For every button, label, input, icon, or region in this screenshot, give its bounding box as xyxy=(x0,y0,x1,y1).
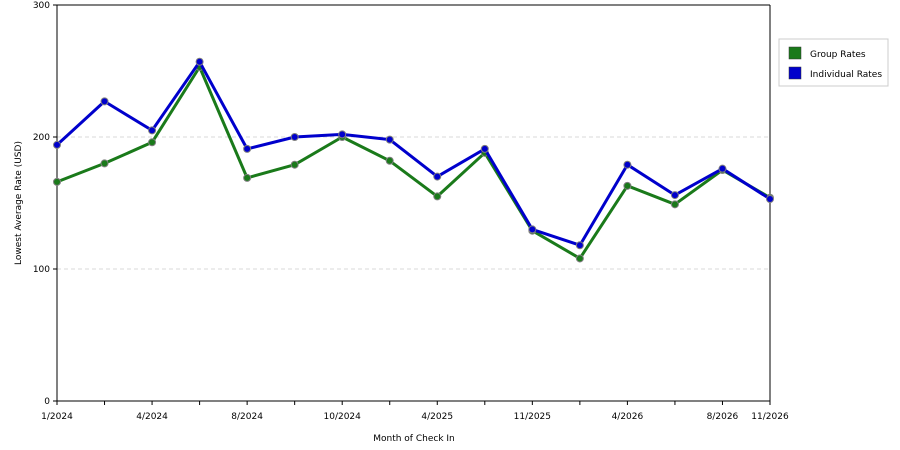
data-point-group-rates xyxy=(290,160,299,169)
x-tick-label: 10/2024 xyxy=(324,412,362,422)
data-point-individual-rates xyxy=(528,225,537,234)
data-point-individual-rates xyxy=(53,140,61,149)
x-tick-label: 11/2025 xyxy=(514,412,551,422)
series-line-group-rates xyxy=(56,65,771,260)
data-point-individual-rates xyxy=(100,97,109,106)
data-point-individual-rates xyxy=(195,57,204,66)
legend-swatch-individual-rates xyxy=(788,66,802,80)
y-tick-label: 100 xyxy=(33,265,50,275)
x-tick-label: 8/2024 xyxy=(231,412,263,422)
data-point-individual-rates xyxy=(243,144,252,153)
legend-swatch-group-rates xyxy=(788,46,802,60)
data-point-group-rates xyxy=(575,254,584,263)
data-point-individual-rates xyxy=(290,133,299,141)
x-axis-title: Month of Check In xyxy=(373,434,455,444)
data-point-individual-rates xyxy=(338,130,347,139)
y-axis-title: Lowest Average Rate (USD) xyxy=(14,141,24,265)
data-point-individual-rates xyxy=(385,135,394,144)
data-point-individual-rates xyxy=(718,164,727,173)
x-tick-label: 4/2026 xyxy=(612,412,644,422)
data-point-group-rates xyxy=(433,192,442,201)
data-point-group-rates xyxy=(385,156,394,165)
data-point-individual-rates xyxy=(575,241,584,250)
data-point-individual-rates xyxy=(148,126,157,135)
data-point-group-rates xyxy=(243,173,252,182)
x-tick-label: 1/2024 xyxy=(41,412,73,422)
y-tick-label: 0 xyxy=(44,397,50,407)
data-point-group-rates xyxy=(100,159,109,168)
x-tick-label: 4/2025 xyxy=(421,412,453,422)
data-point-group-rates xyxy=(53,177,61,186)
data-point-group-rates xyxy=(623,181,632,190)
data-point-individual-rates xyxy=(670,191,679,200)
data-point-individual-rates xyxy=(433,172,442,181)
y-tick-label: 300 xyxy=(33,1,50,11)
legend-label-individual-rates: Individual Rates xyxy=(810,70,882,80)
grid-lines xyxy=(57,4,770,270)
axes xyxy=(53,4,771,405)
x-tick-label: 11/2026 xyxy=(751,412,789,422)
legend: Group Rates Individual Rates xyxy=(778,38,889,87)
data-point-individual-rates xyxy=(766,195,774,204)
y-tick-label: 200 xyxy=(33,133,50,143)
tick-labels: 0 100 200 300 1/2024 4/2024 8/2024 10/2024 4/202… xyxy=(33,1,789,422)
data-point-group-rates xyxy=(148,138,157,147)
data-point-individual-rates xyxy=(480,144,489,153)
x-tick-label: 8/2026 xyxy=(707,412,739,422)
data-point-individual-rates xyxy=(623,160,632,169)
x-tick-label: 4/2024 xyxy=(136,412,168,422)
series-lines xyxy=(53,57,774,263)
series-line-individual-rates xyxy=(55,60,771,247)
data-point-group-rates xyxy=(670,200,679,209)
legend-label-group-rates: Group Rates xyxy=(810,50,866,60)
